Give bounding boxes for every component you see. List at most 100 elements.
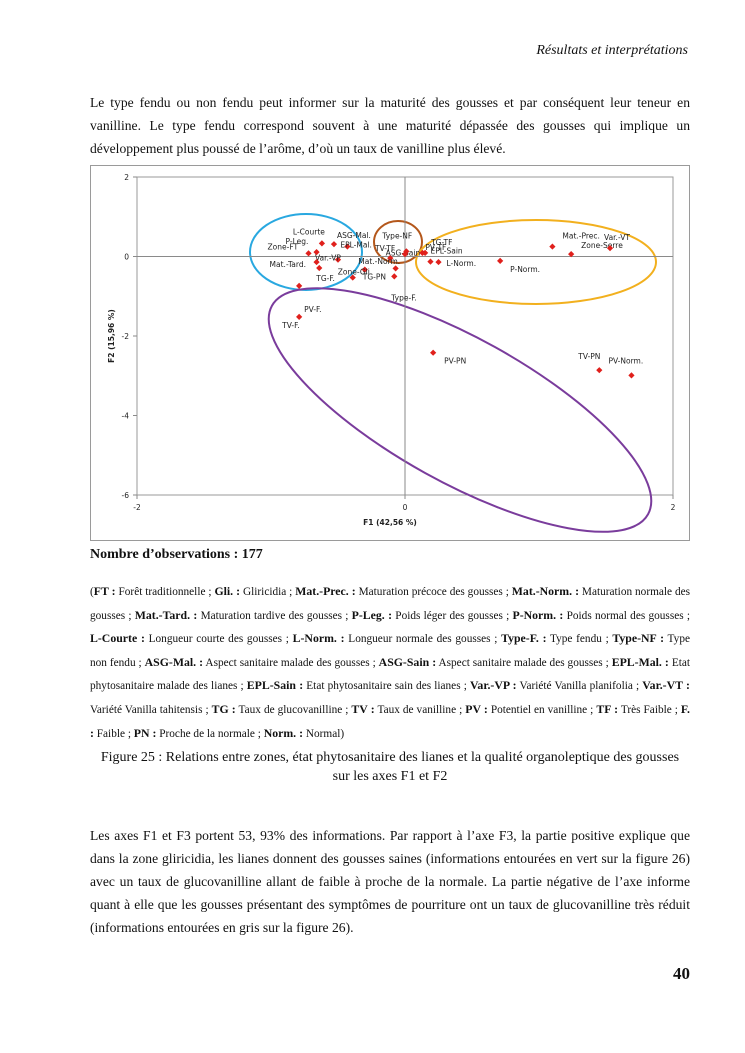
glossary-desc: Taux de glucovanilline ; — [235, 703, 352, 716]
paragraph: Le type fendu ou non fendu peut informer… — [90, 95, 690, 156]
glossary-desc: Gliricidia ; — [240, 586, 296, 598]
y-tick-label: -2 — [122, 332, 130, 341]
glossary-desc: Maturation normale des gousses ; — [90, 586, 690, 622]
glossary-desc: Normal) — [303, 727, 345, 740]
glossary-desc: Poids normal des gousses ; — [563, 609, 690, 622]
page-number: 40 — [673, 964, 690, 983]
glossary-open: ( — [90, 586, 94, 598]
group-ellipse — [373, 220, 423, 264]
glossary-term: P-Leg. : — [351, 607, 393, 622]
point-label: Mat.-Norm. — [358, 257, 400, 266]
y-tick-label: 0 — [124, 253, 129, 262]
y-tick-label: -6 — [122, 491, 130, 500]
point-label: P-Norm. — [510, 265, 540, 274]
point-label: TV-TF — [374, 244, 395, 253]
glossary-term: EPL-Mal. : — [611, 654, 669, 669]
point-label: Mat.-Tard. — [270, 260, 306, 269]
point-label: ASG-Sain — [386, 248, 421, 257]
point-label: TG-PN — [362, 273, 386, 282]
glossary-term: PN : — [133, 725, 157, 740]
glossary-term: F. : — [90, 701, 690, 740]
glossary-term: Gli. : — [214, 584, 241, 598]
running-header: Résultats et interprétations — [536, 43, 688, 58]
glossary-term: Mat.-Tard. : — [134, 607, 198, 622]
paragraph: Les axes F1 et F3 portent 53, 93% des in… — [90, 828, 690, 935]
glossary-desc: Aspect sanitaire malade des gousses ; — [203, 656, 379, 669]
glossary-desc: Type fendu ; — [546, 633, 613, 646]
glossary-term: TV : — [351, 701, 375, 716]
point-label: Zone-Gli. — [338, 268, 372, 277]
glossary-term: ASG-Mal. : — [144, 654, 204, 669]
point-label: PV-F. — [304, 305, 321, 314]
point-label: Zone-Serre — [581, 241, 623, 250]
point — [313, 249, 320, 256]
glossary-desc: Poids léger des gousses ; — [392, 609, 513, 622]
point-label: PV TF — [425, 243, 446, 252]
figure-caption: Figure 25 : Relations entre zones, état … — [100, 750, 680, 784]
glossary-desc: Maturation précoce des gousses ; — [355, 586, 512, 598]
point-label: PV-Norm. — [608, 356, 643, 365]
chart-frame — [90, 165, 690, 541]
group-ellipse — [249, 213, 363, 291]
point-label: EPL-Mal. — [340, 241, 372, 250]
glossary-term: Mat.-Prec. : — [295, 584, 356, 598]
point — [313, 258, 320, 266]
glossary-desc: Aspect sanitaire malade des gousses ; — [436, 656, 612, 669]
glossary-desc: Taux de vanilline ; — [374, 703, 466, 716]
glossary-term: ASG-Sain : — [378, 654, 437, 669]
point-label: Var.-VT — [604, 233, 630, 242]
glossary-term: Type-F. : — [501, 631, 547, 646]
y-tick-label: 2 — [124, 173, 129, 182]
x-tick-label: 2 — [671, 503, 676, 512]
observations: Nombre d’observations : 177 — [90, 547, 263, 562]
glossary-desc: Longueur courte des gousses ; — [144, 633, 293, 646]
glossary-term: Type-NF : — [612, 631, 665, 646]
glossary-term: Mat.-Norm. : — [511, 584, 580, 598]
glossary-desc: Etat phytosanitaire sain des lianes ; — [303, 680, 470, 693]
point-label: ASG-Mal. — [337, 231, 371, 240]
glossary-desc: Variété Vanilla tahitensis ; — [90, 703, 212, 716]
point-label: TV-F. — [281, 321, 299, 330]
glossary-term: TG : — [211, 701, 236, 716]
point-label: L-Courte — [293, 227, 325, 236]
glossary-term: EPL-Sain : — [246, 678, 304, 693]
glossary-term: Var.-VT : — [642, 678, 690, 693]
glossary-desc: Faible ; — [93, 727, 134, 740]
x-axis-title: F1 (42,56 %) — [363, 518, 417, 527]
point-label: PV-PN — [444, 357, 466, 366]
glossary-term: Var.-VP : — [469, 678, 517, 693]
point-label: L-Norm. — [447, 259, 477, 268]
glossary-desc: Très Faible ; — [618, 703, 681, 716]
glossary-term: L-Norm. : — [292, 631, 345, 646]
glossary-term: FT : — [93, 584, 116, 598]
point-label: Type-NF — [381, 231, 412, 240]
glossary: (FT : Forêt traditionnelle ; Gli. : Glir… — [90, 580, 690, 745]
point-label: TV-PN — [577, 352, 600, 361]
chart: F1 (42,56 %) F2 (15,96 %) -2 0 2 2 0 -2 -4 -6 L-… — [90, 165, 690, 541]
y-tick-label: -4 — [122, 412, 130, 421]
point-label: Type-F. — [390, 293, 416, 302]
glossary-term: PV : — [465, 701, 488, 716]
glossary-desc: Maturation tardive des gousses ; — [197, 609, 352, 622]
glossary-term: TF : — [596, 701, 619, 716]
glossary-desc: Potentiel en vanilline ; — [487, 703, 597, 716]
x-tick-label: -2 — [133, 503, 141, 512]
point — [349, 274, 356, 281]
glossary-desc: Type non fendu ; — [90, 633, 690, 669]
point-label: EPL-Sain — [430, 247, 462, 256]
glossary-term: L-Courte : — [90, 631, 145, 646]
glossary-desc: Forêt traditionnelle ; — [115, 586, 215, 598]
glossary-desc: Longueur normale des gousses ; — [344, 633, 502, 646]
glossary-term: P-Norm. : — [512, 607, 564, 622]
x-tick-label: 0 — [403, 503, 408, 512]
y-axis-title: F2 (15,96 %) — [107, 309, 116, 363]
glossary-desc: Etat phytosanitaire malade des lianes ; — [90, 656, 691, 693]
group-ellipse — [415, 219, 657, 305]
glossary-term: Norm. : — [263, 725, 304, 740]
point-label: P-Leg. — [286, 237, 309, 246]
point-label: Var.-VP — [315, 254, 341, 263]
point — [430, 349, 437, 356]
point-label: Zone-FT — [268, 242, 299, 251]
point-label: TG-TF — [430, 238, 452, 247]
